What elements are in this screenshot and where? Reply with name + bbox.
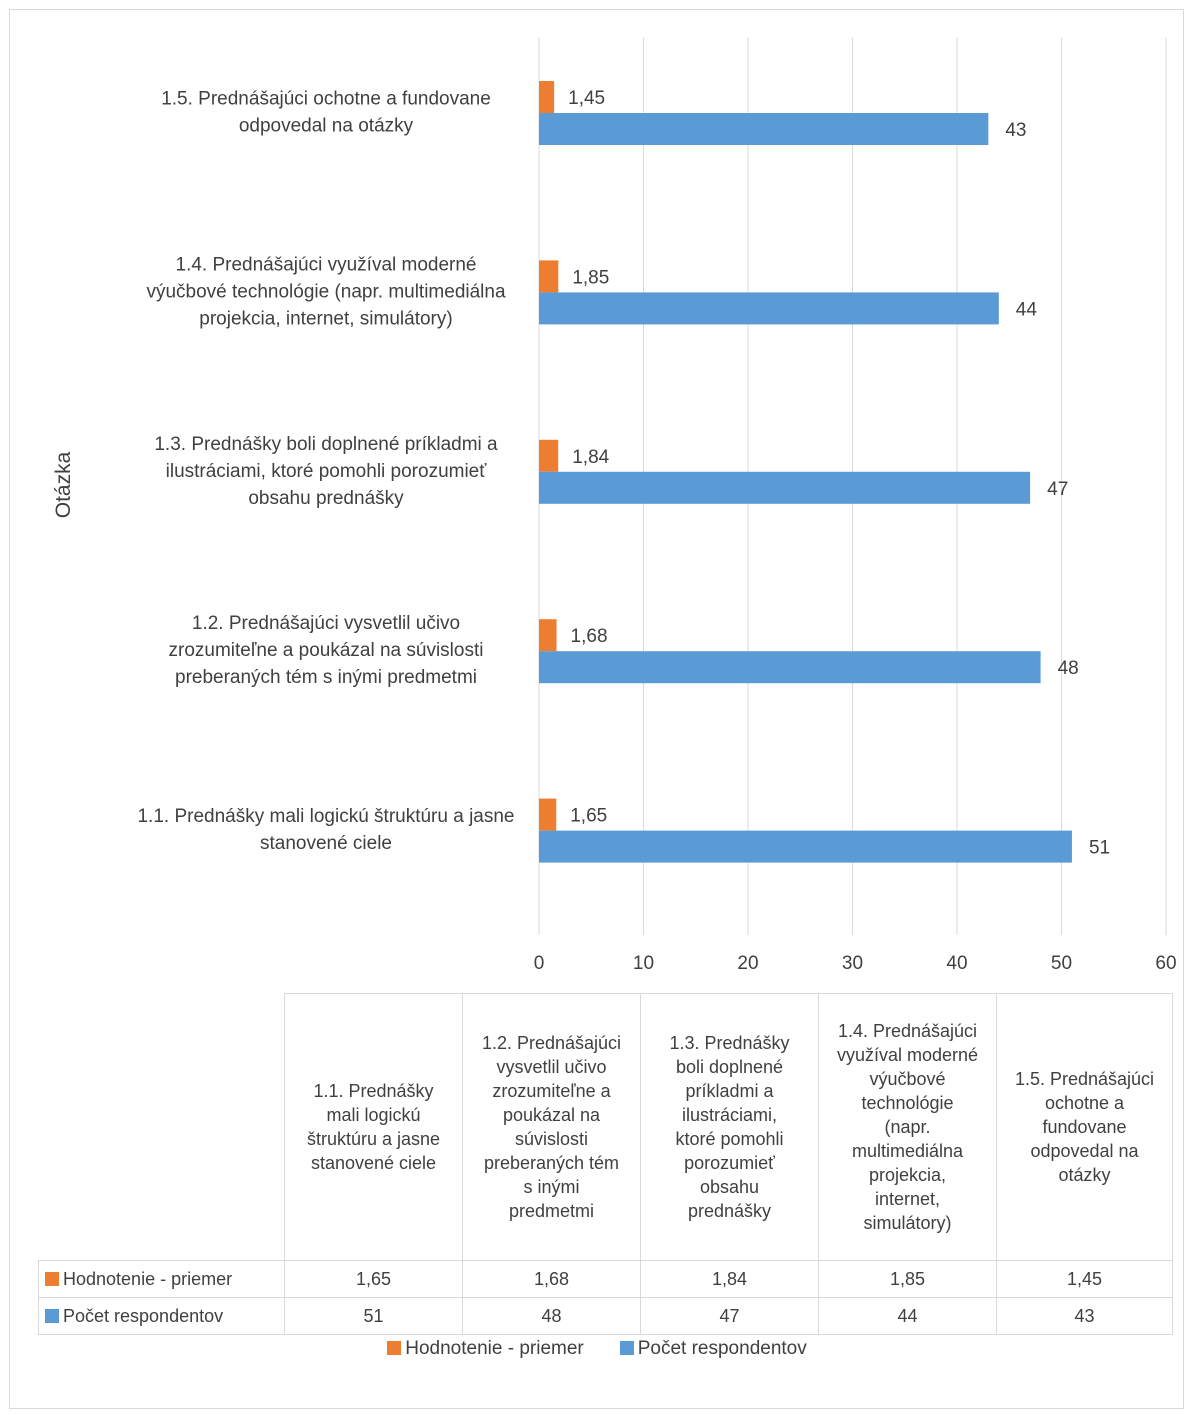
table-cell: 47 xyxy=(640,1297,819,1335)
x-tick-label: 40 xyxy=(946,953,967,974)
bar-hodnotenie xyxy=(539,798,557,831)
bar-pocet xyxy=(539,113,989,145)
data-label-hodnotenie: 1,45 xyxy=(568,88,605,109)
table-corner xyxy=(38,993,285,1261)
table-series-name: Počet respondentov xyxy=(38,1297,285,1335)
gridlines xyxy=(538,38,1167,935)
data-label-hodnotenie: 1,68 xyxy=(571,626,608,647)
legend-label: Počet respondentov xyxy=(637,1338,807,1359)
x-tick-labels: 0 10 20 30 40 50 60 xyxy=(534,953,1177,974)
bar-pocet xyxy=(539,292,999,325)
data-label-pocet: 43 xyxy=(1005,120,1026,141)
table-cell: 1,85 xyxy=(818,1260,997,1298)
data-label-pocet: 47 xyxy=(1047,479,1068,500)
bar-pocet xyxy=(539,471,1031,504)
x-tick-label: 60 xyxy=(1155,953,1176,974)
legend-key xyxy=(387,1341,402,1355)
data-labels: 1,65 51 1,68 48 1,84 47 1,85 44 1,45 43 xyxy=(568,88,1110,859)
x-tick-label: 20 xyxy=(737,953,758,974)
table-header-row: 1.1. Prednášky mali logickú štruktúru a ja… xyxy=(38,993,1173,1261)
bar-hodnotenie xyxy=(539,260,559,293)
legend-key xyxy=(619,1341,634,1355)
y-axis-title: Otázka xyxy=(52,451,75,518)
table-column-header: 1.2. Prednášajúci vysvetlil učivo zrozumit… xyxy=(462,993,641,1261)
x-tick-label: 10 xyxy=(633,953,654,974)
category-label: 1.5. Prednášajúci ochotne a fundovane odp… xyxy=(161,89,491,137)
table-row: Hodnotenie - priemer 1,65 1,68 1,84 1,85 1,45 xyxy=(38,1260,1173,1298)
table-column-header: 1.4. Prednášajúci využíval moderné výučbov… xyxy=(818,993,997,1261)
bar-chart: 1,65 51 1,68 48 1,84 47 1,85 44 1,45 43 1.1. Pred… xyxy=(52,38,1177,974)
table-cell: 44 xyxy=(818,1297,997,1335)
legend-item: Počet respondentov xyxy=(619,1338,807,1360)
data-label-pocet: 44 xyxy=(1016,299,1038,320)
bar-hodnotenie xyxy=(539,81,555,113)
data-label-pocet: 48 xyxy=(1058,658,1079,679)
category-labels: 1.1. Prednášky mali logickú štruktúru a … xyxy=(137,89,514,855)
table-cell: 43 xyxy=(996,1297,1173,1335)
bar-pocet xyxy=(539,830,1072,863)
x-tick-label: 30 xyxy=(842,953,863,974)
table-cell: 1,68 xyxy=(462,1260,641,1298)
table-cell: 1,84 xyxy=(640,1260,819,1298)
table-cell: 1,45 xyxy=(996,1260,1173,1298)
table-cell: 51 xyxy=(284,1297,463,1335)
category-label: 1.2. Prednášajúci vysvetlil učivo zrozumi… xyxy=(169,613,484,688)
bar-hodnotenie xyxy=(539,439,559,472)
data-label-hodnotenie: 1,85 xyxy=(572,267,609,288)
table-body: Hodnotenie - priemer 1,65 1,68 1,84 1,85 1,45… xyxy=(38,1260,1173,1335)
x-tick-label: 0 xyxy=(534,953,545,974)
legend-item: Hodnotenie - priemer xyxy=(387,1338,584,1360)
data-label-hodnotenie: 1,65 xyxy=(570,806,607,827)
table-cell: 48 xyxy=(462,1297,641,1335)
category-label: 1.3. Prednášky boli doplnené príkladmi a… xyxy=(154,434,498,509)
bar-pocet xyxy=(539,651,1041,684)
legend: Hodnotenie - priemer Počet respondentov xyxy=(0,1338,1194,1360)
chart-frame xyxy=(9,9,1184,1409)
table-row: Počet respondentov 51 48 47 44 43 xyxy=(38,1297,1173,1335)
category-label: 1.4. Prednášajúci využíval moderné výučbo… xyxy=(146,254,506,329)
data-label-pocet: 51 xyxy=(1089,838,1110,859)
data-label-hodnotenie: 1,84 xyxy=(572,447,609,468)
bar-hodnotenie xyxy=(539,619,557,652)
table-series-name: Hodnotenie - priemer xyxy=(38,1260,285,1298)
x-tick-label: 50 xyxy=(1051,953,1072,974)
bars xyxy=(539,81,1072,863)
legend-key xyxy=(45,1272,59,1286)
table-column-header: 1.3. Prednášky boli doplnené príkladmi a il… xyxy=(640,993,819,1261)
table-column-header: 1.5. Prednášajúci ochotne a fundovane odpov… xyxy=(996,993,1173,1261)
legend-key xyxy=(45,1309,59,1323)
category-label: 1.1. Prednášky mali logickú štruktúru a … xyxy=(137,806,514,854)
table-cell: 1,65 xyxy=(284,1260,463,1298)
table-column-header: 1.1. Prednášky mali logickú štruktúru a ja… xyxy=(284,993,463,1261)
data-table: 1.1. Prednášky mali logickú štruktúru a ja… xyxy=(38,993,1173,1335)
legend-label: Hodnotenie - priemer xyxy=(405,1338,584,1359)
